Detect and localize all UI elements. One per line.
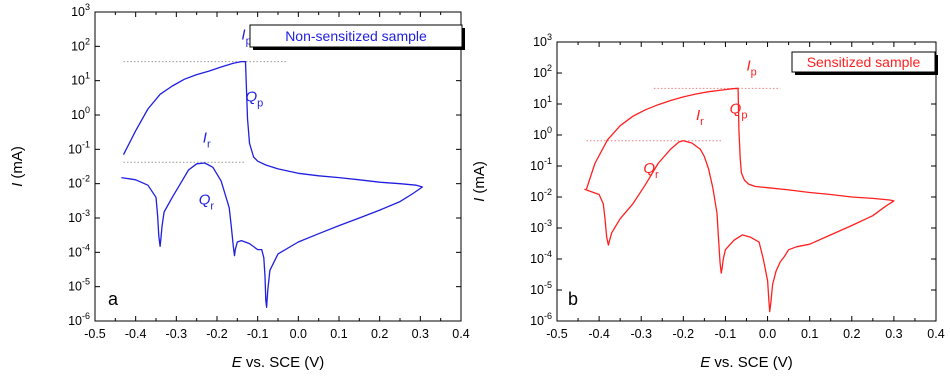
y-tick-label: 103 bbox=[71, 2, 90, 19]
x-axis-label: E vs. SCE (V) bbox=[700, 354, 793, 371]
y-tick-label: 10-2 bbox=[68, 174, 90, 191]
y-tick-label: 10-4 bbox=[530, 249, 552, 266]
x-tick-label: -0.5 bbox=[546, 327, 568, 341]
y-tick-label: 10-6 bbox=[68, 311, 90, 328]
annotation-Ir: Ir bbox=[203, 129, 211, 150]
x-tick-label: -0.4 bbox=[588, 327, 610, 341]
x-axis-label: E vs. SCE (V) bbox=[232, 354, 325, 371]
legend-text: Non-sensitized sample bbox=[285, 28, 427, 44]
annotation-Qp: Qp bbox=[245, 88, 263, 109]
y-axis-label: I (mA) bbox=[471, 161, 488, 202]
legend-text: Sensitized sample bbox=[807, 54, 921, 70]
annotation-Qp: Qp bbox=[730, 100, 748, 121]
y-tick-label: 100 bbox=[71, 105, 90, 122]
annotation-Ip: Ip bbox=[241, 27, 251, 48]
y-tick-label: 10-6 bbox=[530, 311, 552, 328]
y-tick-label: 103 bbox=[533, 32, 552, 49]
annotation-Ir: Ir bbox=[696, 107, 704, 128]
x-tick-label: 0.0 bbox=[290, 327, 307, 341]
x-tick-label: 0.0 bbox=[759, 327, 776, 341]
y-tick-label: 10-1 bbox=[68, 139, 90, 156]
x-tick-label: -0.3 bbox=[166, 327, 188, 341]
y-tick-label: 101 bbox=[533, 94, 552, 111]
panel-letter: b bbox=[568, 289, 578, 309]
y-tick-label: 10-5 bbox=[68, 277, 90, 294]
legend-box bbox=[249, 24, 463, 48]
x-tick-label: 0.1 bbox=[330, 327, 347, 341]
x-tick-label: 0.3 bbox=[412, 327, 429, 341]
y-tick-label: 101 bbox=[71, 71, 90, 88]
y-tick-label: 10-4 bbox=[68, 242, 90, 259]
x-tick-label: -0.5 bbox=[84, 327, 106, 341]
x-tick-label: -0.2 bbox=[206, 327, 228, 341]
x-tick-label: 0.3 bbox=[885, 327, 902, 341]
x-tick-label: 0.4 bbox=[927, 327, 944, 341]
x-tick-label: 0.1 bbox=[801, 327, 818, 341]
series-line bbox=[584, 87, 895, 313]
y-tick-label: 102 bbox=[71, 36, 90, 53]
annotation-Ip: Ip bbox=[747, 58, 757, 79]
x-tick-label: -0.3 bbox=[630, 327, 652, 341]
x-tick-label: 0.4 bbox=[452, 327, 469, 341]
y-tick-label: 10-5 bbox=[530, 280, 552, 297]
x-tick-label: 0.2 bbox=[371, 327, 388, 341]
series-line bbox=[121, 60, 424, 308]
annotation-Qr: Qr bbox=[199, 191, 215, 212]
plot-frame bbox=[94, 11, 462, 322]
y-tick-label: 10-2 bbox=[530, 187, 552, 204]
panel-letter: a bbox=[108, 289, 119, 309]
y-tick-label: 102 bbox=[533, 63, 552, 80]
x-tick-label: 0.2 bbox=[843, 327, 860, 341]
y-tick-label: 10-1 bbox=[530, 156, 552, 173]
y-tick-label: 10-3 bbox=[530, 218, 552, 235]
y-tick-label: 10-3 bbox=[68, 208, 90, 225]
y-tick-label: 100 bbox=[533, 125, 552, 142]
chart-panel-a: -0.5 -0.4 -0.3 -0.2 -0.1 0.0 0.1 0.2 0.3 0.4 10-6 1… bbox=[9, 2, 470, 371]
y-axis-label: I (mA) bbox=[9, 146, 26, 187]
legend-box bbox=[791, 51, 936, 73]
annotation-Qr: Qr bbox=[643, 160, 659, 181]
x-tick-label: -0.2 bbox=[673, 327, 695, 341]
chart-panel-b: -0.5 -0.4 -0.3 -0.2 -0.1 0.0 0.1 0.2 0.3 0.4 10-6 1… bbox=[471, 32, 945, 371]
x-tick-label: -0.1 bbox=[247, 327, 269, 341]
x-tick-label: -0.1 bbox=[715, 327, 737, 341]
x-tick-label: -0.4 bbox=[125, 327, 147, 341]
